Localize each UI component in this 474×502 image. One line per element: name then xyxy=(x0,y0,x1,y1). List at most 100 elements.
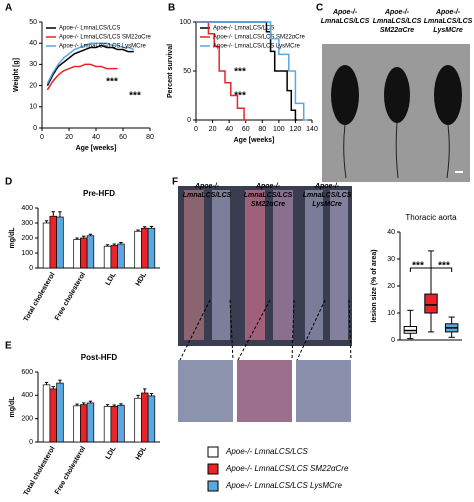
x-tick-label: 80 xyxy=(258,126,266,133)
y-tick-label: 40 xyxy=(29,40,37,47)
panel-label: C xyxy=(316,3,323,14)
annotation: *** xyxy=(234,67,246,78)
photo-c xyxy=(322,44,470,182)
zoom-guide xyxy=(179,299,352,361)
y-axis-label: lesion size (% of area) xyxy=(371,249,378,322)
photo-label: SM22αCre xyxy=(251,201,285,208)
bar xyxy=(42,384,51,443)
bar xyxy=(117,243,125,269)
x-tick-label: LDL xyxy=(105,271,118,287)
photo-label: SM22αCre xyxy=(380,27,414,34)
bar xyxy=(80,404,88,443)
panel-label: A xyxy=(5,3,12,14)
legend-label: Apoe-/- LmnaLCS/LCS xyxy=(59,26,120,32)
panel-label: F xyxy=(172,177,178,188)
y-axis-label: mg/dL xyxy=(9,396,16,418)
photo-label: Apoe-/- xyxy=(384,9,410,16)
series-line xyxy=(196,21,248,121)
aorta xyxy=(330,190,348,340)
photo-label: Apoe-/- xyxy=(332,9,358,16)
y-tick-label: 100 xyxy=(179,19,191,26)
series-line xyxy=(196,21,298,121)
x-tick-label: 100 xyxy=(273,126,285,133)
y-tick-label: 0 xyxy=(187,117,191,124)
x-tick-label: 20 xyxy=(65,134,73,141)
legend-label: Apoe-/- LmnaLCS/LCS xyxy=(225,447,308,456)
aorta xyxy=(184,190,204,340)
y-tick-label: 50 xyxy=(29,19,37,26)
photo-label: Apoe-/- xyxy=(435,9,461,16)
panel-label: E xyxy=(5,341,12,352)
legend-label: Apoe-/- LmnaLCS/LCS SM22αCre xyxy=(59,35,152,41)
zoom-inset xyxy=(237,360,292,422)
photo-label: LmnaLCS/LCS xyxy=(424,18,473,25)
aorta xyxy=(245,190,265,340)
panel-label: D xyxy=(5,177,12,188)
bar xyxy=(110,406,118,443)
series-line xyxy=(46,44,134,86)
mouse xyxy=(434,65,462,125)
mouse-tail xyxy=(343,122,450,179)
legend-label: Apoe-/- LmnaLCS/LCS xyxy=(213,26,274,32)
aorta xyxy=(273,190,293,340)
annotation: *** xyxy=(412,261,424,272)
annotation: *** xyxy=(438,261,450,272)
y-tick-label: 100 xyxy=(21,250,33,257)
bar xyxy=(141,227,149,269)
bar xyxy=(103,245,112,269)
x-axis-label: Age [weeks] xyxy=(76,145,117,152)
x-tick-label: 40 xyxy=(92,134,100,141)
y-tick-label: 200 xyxy=(21,235,33,242)
legend-swatch xyxy=(207,446,219,458)
x-tick-label: Total cholesterol xyxy=(23,445,57,497)
x-tick-label: 60 xyxy=(242,126,250,133)
x-tick-label: 0 xyxy=(194,126,198,133)
mouse xyxy=(331,65,359,125)
y-tick-label: 600 xyxy=(21,369,33,376)
x-tick-label: Free cholesterol xyxy=(54,271,87,321)
bar xyxy=(56,382,64,443)
y-tick-label: 0 xyxy=(391,337,395,344)
bar xyxy=(110,245,118,269)
aorta xyxy=(212,190,230,340)
x-tick-label: 120 xyxy=(290,126,302,133)
x-tick-label: LDL xyxy=(105,445,118,461)
y-tick-label: 300 xyxy=(21,220,33,227)
photo-label: LysMCre xyxy=(433,27,463,34)
bar xyxy=(73,239,81,269)
bar xyxy=(42,222,51,269)
photo-label: LmnaLCS/LCS xyxy=(303,192,352,199)
series-line xyxy=(46,63,118,91)
legend-label: Apoe-/- LmnaLCS/LCS SM22αCre xyxy=(225,464,349,473)
significance-bracket xyxy=(409,267,453,272)
legend-swatch xyxy=(207,480,219,492)
x-axis-label: Age [weeks] xyxy=(234,137,275,144)
x-tick-label: HDL xyxy=(135,445,149,462)
x-tick-label: 40 xyxy=(225,126,233,133)
bar xyxy=(86,235,95,269)
legend-label: Apoe-/- LmnaLCS/LCS SM22αCre xyxy=(213,35,306,41)
zoom-inset xyxy=(296,360,351,422)
bar xyxy=(56,216,64,269)
y-tick-label: 10 xyxy=(29,104,37,111)
photo-label: LmnaLCS/LCS xyxy=(373,18,422,25)
photo-label: Apoe-/- xyxy=(255,183,281,190)
series-line xyxy=(46,42,135,84)
chart-title: Post-HFD xyxy=(81,353,118,362)
x-tick-label: Free cholesterol xyxy=(54,445,87,495)
annotation: *** xyxy=(106,77,118,88)
photo-label: Apoe-/- xyxy=(194,183,220,190)
bar xyxy=(103,406,112,443)
mouse xyxy=(384,67,410,123)
panel-label: B xyxy=(168,3,175,14)
y-tick-label: 200 xyxy=(21,416,33,423)
y-tick-label: 20 xyxy=(387,283,395,290)
bar xyxy=(134,397,142,443)
scale-bar xyxy=(455,171,463,173)
annotation: *** xyxy=(234,91,246,102)
x-tick-label: 80 xyxy=(146,134,154,141)
x-tick-label: 140 xyxy=(306,126,318,133)
legend-label: Apoe-/- LmnaLCS/LCS LysMCre xyxy=(225,481,342,490)
bar xyxy=(80,237,88,269)
